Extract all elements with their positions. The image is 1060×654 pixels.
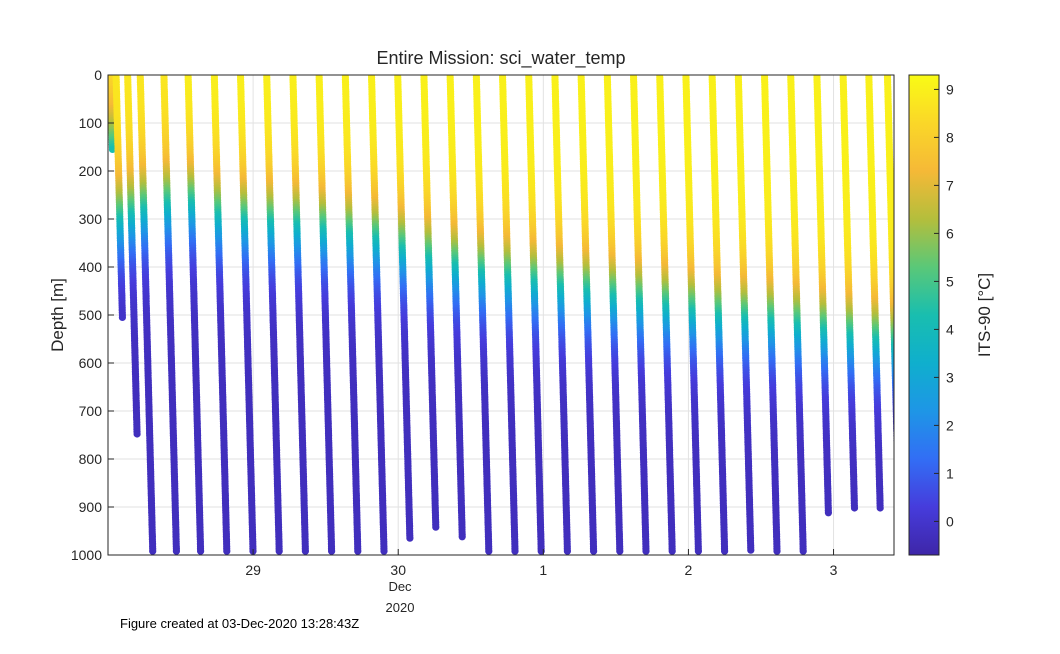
data-point	[590, 547, 598, 555]
data-layer	[108, 75, 894, 555]
data-point	[301, 547, 309, 555]
data-point	[616, 547, 624, 555]
data-point	[328, 547, 336, 555]
data-point	[642, 547, 650, 555]
data-point	[721, 547, 729, 555]
data-point	[668, 547, 676, 555]
data-point	[458, 533, 466, 541]
dive-profile	[112, 75, 126, 321]
data-point	[694, 547, 703, 555]
data-point	[133, 430, 141, 438]
data-point	[118, 313, 126, 321]
data-point	[406, 534, 414, 542]
data-point	[172, 547, 180, 555]
data-point	[511, 547, 519, 555]
data-point	[197, 547, 205, 555]
data-point	[354, 547, 362, 555]
data-point	[108, 145, 117, 153]
data-point	[432, 523, 440, 531]
dive-profile	[124, 75, 141, 438]
data-point	[149, 547, 157, 555]
data-point	[563, 547, 572, 555]
data-point	[380, 547, 388, 555]
dive-profile	[108, 75, 117, 153]
dive-profile	[136, 75, 157, 555]
dive-profile	[160, 75, 180, 555]
data-point	[485, 547, 493, 555]
data-point	[275, 547, 283, 555]
data-point	[223, 547, 231, 555]
